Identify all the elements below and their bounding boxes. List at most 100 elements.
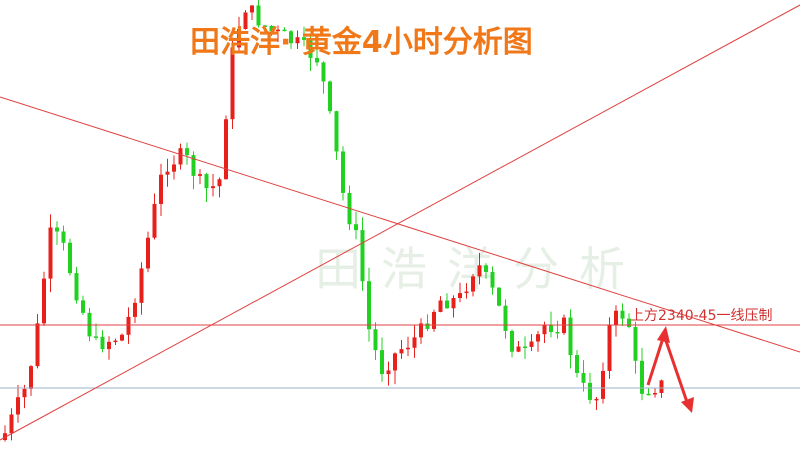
candle-body	[614, 310, 618, 326]
annotation: 上方2340-45一线压制	[630, 308, 773, 324]
candle-body	[35, 323, 40, 367]
candle-body	[185, 148, 189, 156]
candle-body	[224, 119, 228, 180]
candle-body	[510, 330, 514, 352]
candle-body	[29, 366, 33, 389]
candle-body	[360, 230, 365, 282]
candle-body	[653, 392, 657, 395]
candle-body	[328, 81, 332, 112]
candle-body	[620, 310, 625, 319]
candle-body	[48, 227, 53, 279]
candle-body	[107, 341, 111, 350]
candle-body	[120, 334, 124, 341]
candle-body	[22, 388, 27, 398]
candle-body	[321, 62, 326, 82]
candle-body	[477, 265, 482, 277]
candle-body	[152, 203, 157, 238]
candle-body	[438, 300, 443, 312]
candle-body	[269, 25, 274, 32]
candle-body	[484, 265, 488, 273]
candle-body	[503, 305, 508, 331]
candle-body	[432, 311, 436, 329]
candle-body	[594, 398, 599, 401]
candle-body	[42, 278, 46, 324]
candle-body	[581, 372, 586, 383]
trend-line-down	[0, 96, 800, 353]
candle-body	[490, 272, 495, 288]
candle-body	[139, 268, 144, 303]
candle-body	[74, 273, 79, 301]
candle-body	[256, 5, 261, 26]
candle-body	[575, 355, 579, 373]
candle-body	[133, 302, 137, 317]
candle-body	[549, 324, 553, 332]
candle-body	[217, 179, 222, 187]
candle-body	[425, 323, 430, 329]
candle-body	[412, 337, 417, 348]
candle-body	[113, 340, 118, 343]
candle-body	[646, 393, 651, 396]
candle-body	[302, 37, 306, 40]
candle-body	[198, 174, 202, 176]
forecast-arrow	[646, 330, 690, 406]
candle-body	[100, 336, 105, 350]
candle-body	[588, 382, 592, 400]
candle-body	[55, 227, 59, 232]
candle-body	[94, 336, 98, 338]
candle-body	[633, 326, 638, 361]
candle-body	[230, 47, 235, 120]
candle-body	[386, 370, 391, 375]
candle-body	[380, 350, 384, 375]
candle-body	[159, 174, 163, 204]
candle-body	[393, 353, 397, 371]
candle-body	[471, 276, 475, 292]
candle-body	[250, 5, 254, 13]
candle-body	[607, 325, 612, 371]
candle-body	[276, 29, 280, 32]
watermark: 田浩洋分析	[315, 242, 645, 296]
candle-body	[126, 316, 131, 335]
chart-title: 田浩洋· 黄金4小时分析图	[190, 25, 533, 60]
candle-body	[334, 111, 339, 152]
candle-body	[178, 148, 183, 165]
candle-body	[399, 349, 404, 354]
candle-body	[659, 380, 664, 393]
trend-line-up	[0, 4, 800, 441]
arrow-head-up	[657, 326, 670, 343]
arrow-head-down	[681, 397, 694, 413]
candle-body	[451, 298, 456, 309]
candle-body	[529, 341, 534, 347]
candle-body	[627, 318, 631, 327]
candle-body	[16, 397, 20, 415]
candle-body	[497, 287, 501, 306]
candle-body	[295, 37, 300, 44]
candle-body	[516, 346, 521, 352]
candle-body	[211, 186, 215, 189]
candle-body	[445, 300, 449, 309]
candle-body	[3, 433, 7, 440]
candle-body	[61, 231, 66, 243]
candle-body	[237, 29, 241, 48]
candle-body	[536, 334, 540, 342]
candle-body	[640, 360, 644, 394]
candle-body	[373, 329, 378, 351]
candle-body	[146, 237, 150, 269]
candle-body	[308, 39, 313, 58]
candle-body	[367, 281, 371, 330]
candle-body	[289, 31, 293, 44]
candle-body	[464, 291, 469, 294]
candles	[3, 0, 664, 442]
candle-body	[191, 155, 196, 176]
candle-body	[523, 346, 527, 349]
candle-body	[542, 324, 547, 335]
candle-body	[68, 242, 72, 274]
candle-body	[81, 300, 85, 313]
candle-body	[315, 57, 319, 63]
candle-body	[165, 171, 170, 175]
candle-body	[204, 174, 209, 189]
candle-body	[341, 151, 345, 193]
candle-body	[172, 164, 176, 172]
candle-body	[568, 317, 573, 356]
candle-body	[419, 323, 423, 338]
